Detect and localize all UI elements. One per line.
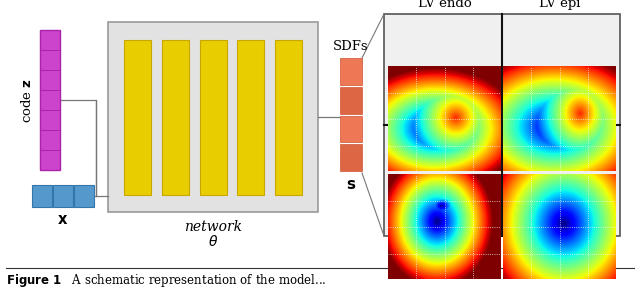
- Bar: [40, 30, 60, 170]
- Text: SDFs: SDFs: [333, 40, 369, 53]
- Bar: [162, 40, 189, 195]
- Bar: [340, 116, 362, 142]
- Text: network: network: [184, 220, 242, 234]
- Bar: [275, 40, 302, 195]
- Text: $\mathbf{s}$: $\mathbf{s}$: [346, 178, 356, 192]
- Bar: [340, 58, 362, 85]
- Bar: [108, 22, 318, 212]
- Text: code $\mathbf{z}$: code $\mathbf{z}$: [20, 77, 34, 122]
- Bar: [384, 14, 620, 236]
- Text: $\mathbf{x}$: $\mathbf{x}$: [58, 213, 68, 227]
- Bar: [237, 40, 264, 195]
- Text: $\mathbf{Figure\ 1}$   A schematic representation of the model...: $\mathbf{Figure\ 1}$ A schematic represe…: [6, 272, 326, 289]
- Text: RV endo: RV endo: [417, 241, 472, 254]
- Bar: [124, 40, 151, 195]
- Bar: [74, 185, 94, 207]
- Text: LV epi: LV epi: [539, 0, 580, 10]
- Text: LV endo: LV endo: [418, 0, 472, 10]
- Bar: [340, 87, 362, 114]
- Bar: [340, 144, 362, 171]
- Bar: [32, 185, 52, 207]
- Bar: [200, 40, 227, 195]
- Text: $\theta$: $\theta$: [208, 234, 218, 249]
- Text: RV epi: RV epi: [538, 241, 581, 254]
- Bar: [53, 185, 73, 207]
